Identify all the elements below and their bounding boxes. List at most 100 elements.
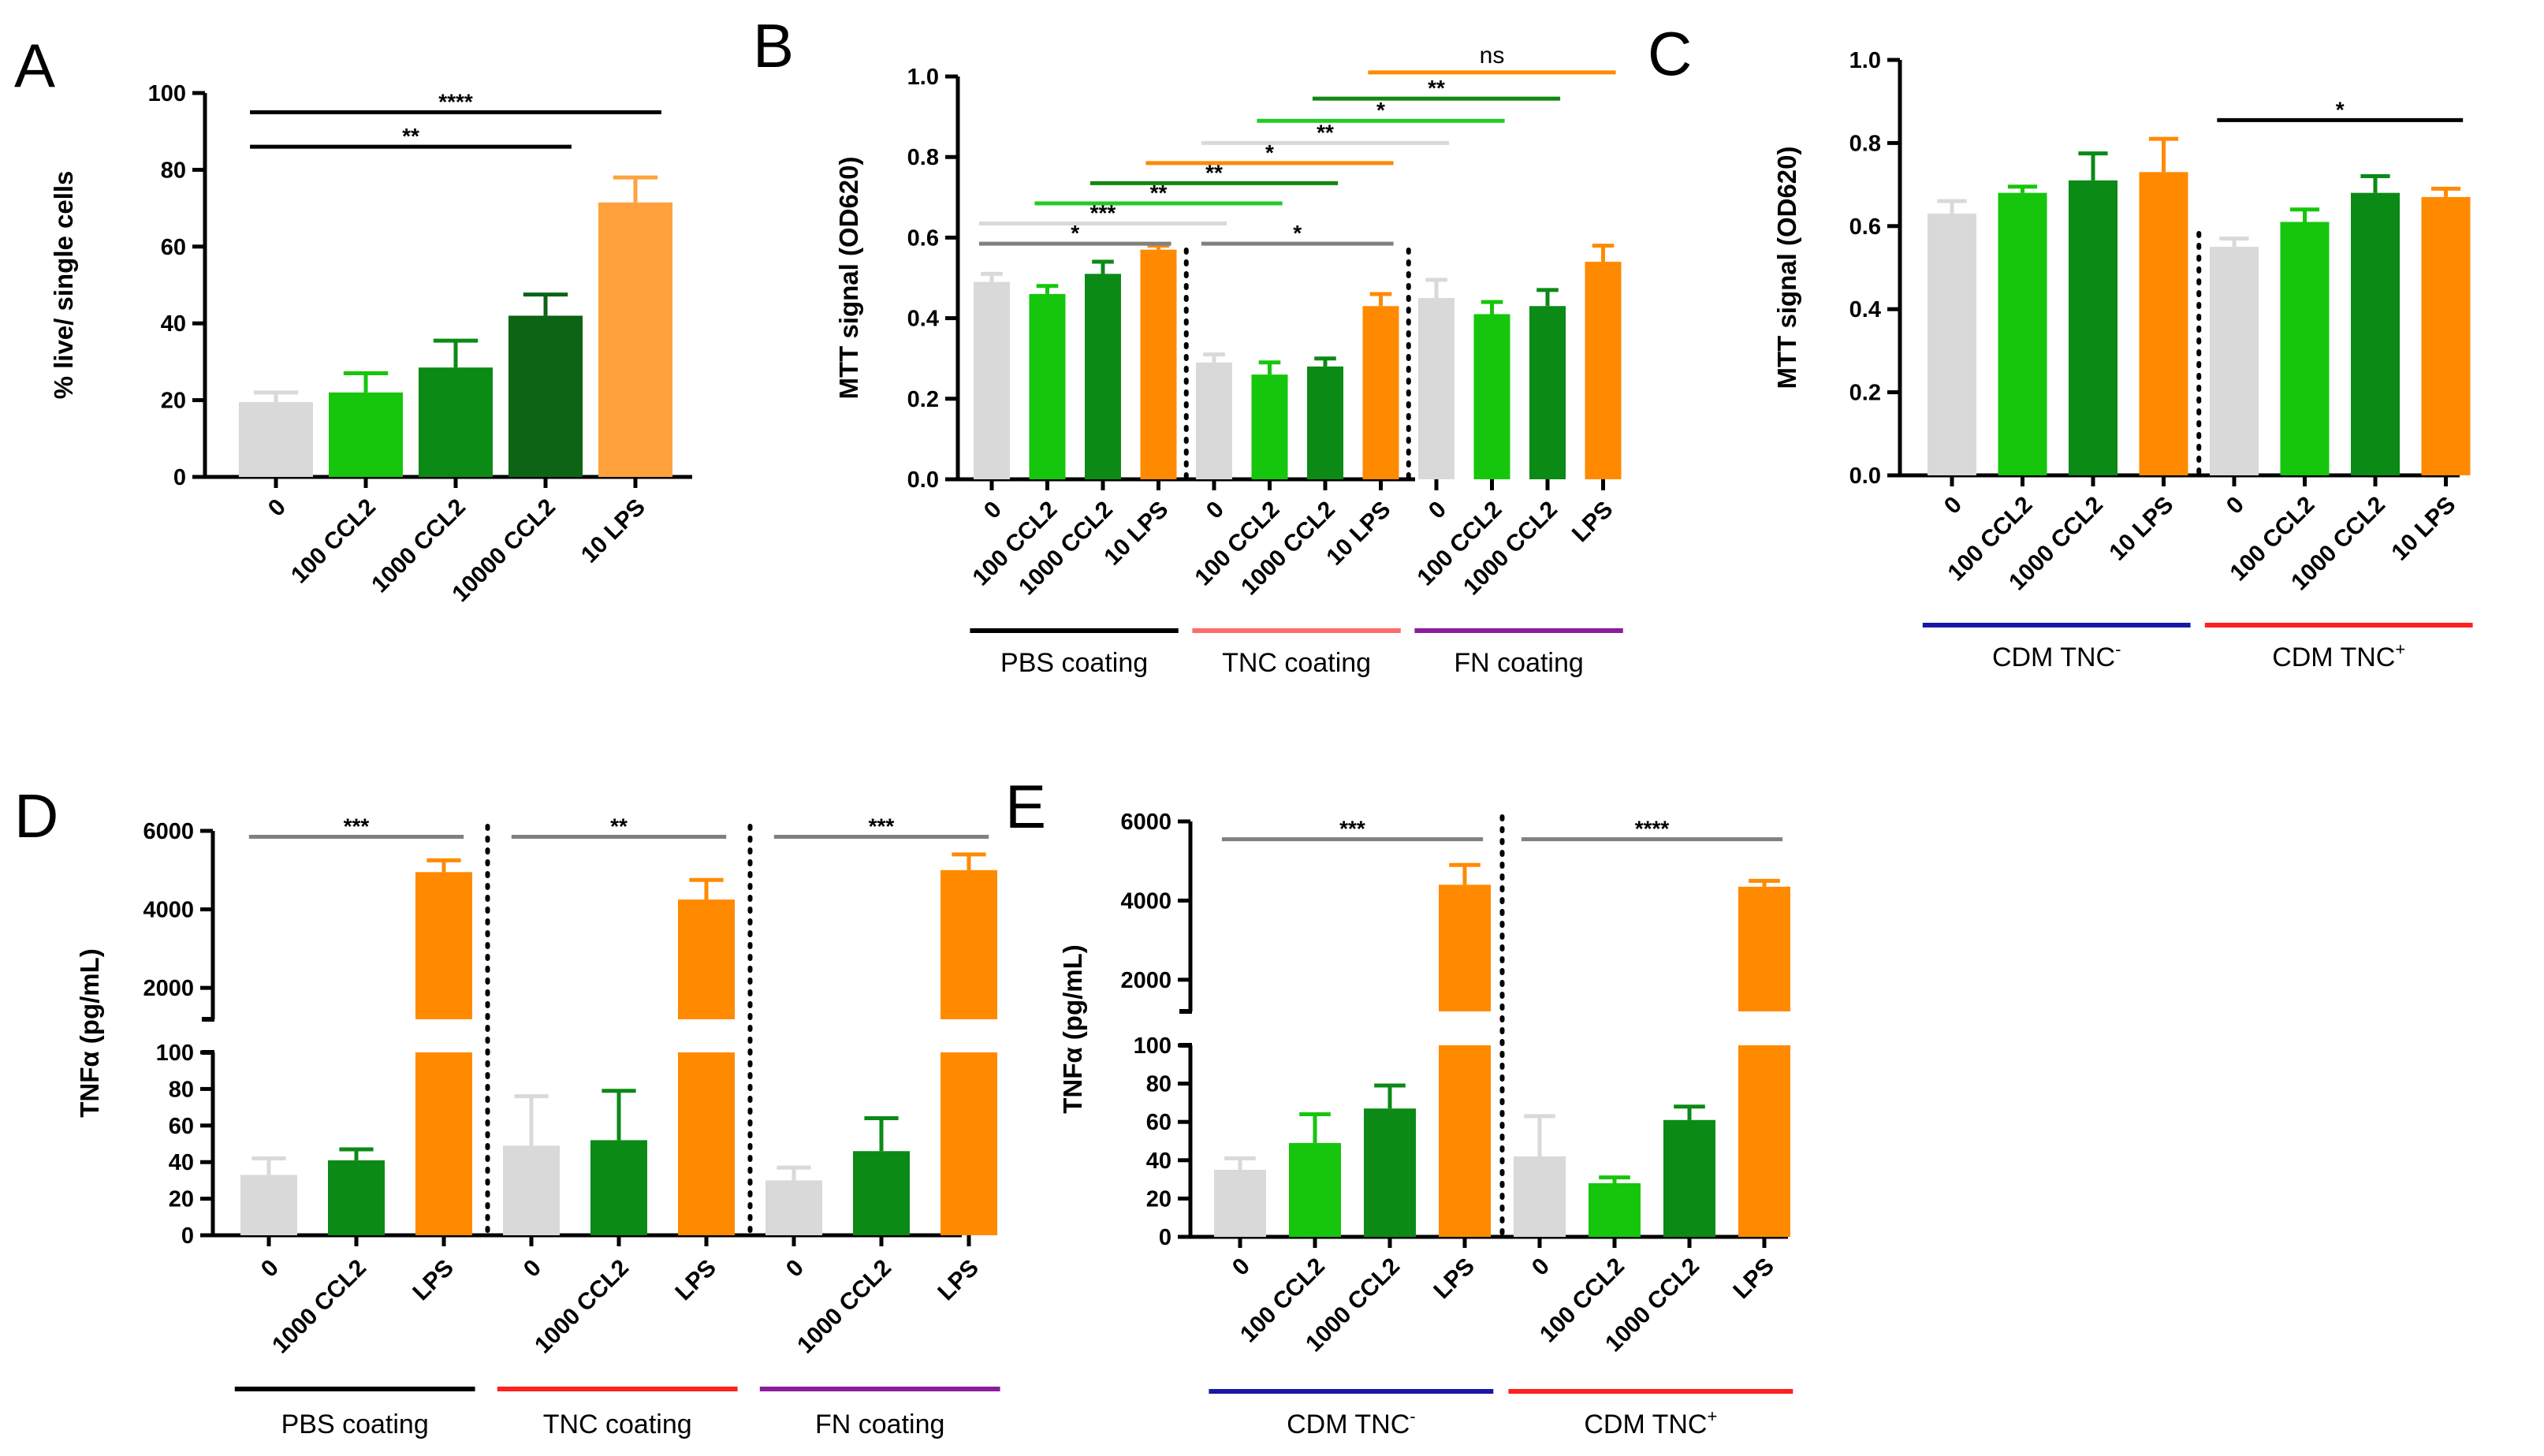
y-tick-label: 100 (148, 81, 186, 106)
y-tick-label: 0.4 (907, 307, 939, 332)
significance-label: ** (1317, 120, 1334, 144)
bar (1085, 274, 1121, 479)
significance-label: * (1265, 140, 1274, 165)
y-tick-label: 40 (169, 1150, 194, 1175)
group-label: TNC coating (1222, 648, 1371, 678)
y-tick-label: 2000 (1120, 968, 1171, 993)
bar (1140, 249, 1177, 479)
y-tick-label: 6000 (1120, 810, 1171, 835)
category-label: 1000 CCL2 (530, 1255, 634, 1359)
significance-label: ** (1205, 160, 1223, 184)
category-label: 10 LPS (2104, 492, 2178, 566)
bar (240, 1175, 297, 1235)
group-label: FN coating (815, 1409, 944, 1439)
bar (1585, 262, 1622, 479)
category-label: LPS (408, 1255, 459, 1306)
bar (1214, 1169, 1266, 1237)
significance-label: *** (869, 814, 895, 838)
bar (2421, 196, 2471, 475)
significance-label: ** (402, 124, 419, 148)
y-tick-label: 60 (169, 1114, 194, 1139)
bar-upper-segment (678, 899, 735, 1019)
bar (2210, 247, 2259, 475)
bar (1663, 1119, 1715, 1237)
group-label: CDM TNC+ (2272, 639, 2405, 672)
bar-upper-segment (1439, 884, 1491, 1011)
bar (1589, 1182, 1641, 1237)
bar (974, 281, 1010, 479)
category-label: 0 (1939, 492, 1967, 519)
panel-label: D (14, 781, 58, 851)
bar (1196, 362, 1232, 479)
y-tick-label: 6000 (143, 819, 194, 844)
significance-label: ** (610, 814, 628, 838)
significance-label: ns (1480, 43, 1505, 69)
bar (1928, 213, 1976, 475)
y-tick-label: 0 (173, 465, 186, 490)
bar (1362, 306, 1399, 479)
y-tick-label: 20 (1146, 1186, 1171, 1212)
bar (590, 1140, 647, 1235)
group-label: PBS coating (1000, 648, 1148, 678)
bar (508, 315, 583, 477)
bar (503, 1145, 560, 1235)
y-tick-label: 4000 (143, 898, 194, 923)
category-label: 0 (781, 1255, 809, 1283)
y-tick-label: 60 (161, 235, 186, 260)
bar (678, 1052, 735, 1235)
category-label: 10 LPS (2386, 492, 2460, 566)
significance-label: * (1071, 221, 1079, 245)
panel-c: C 0.0 0.2 0.4 0.6 0.8 1.0 MTT signal (OD620) 0 10… (1648, 19, 2473, 672)
bar (940, 1052, 997, 1235)
bar (1029, 293, 1066, 479)
group-label: FN coating (1454, 648, 1583, 678)
category-label: LPS (670, 1255, 721, 1306)
y-tick-label: 80 (161, 158, 186, 183)
bar (415, 1052, 472, 1235)
y-tick-label: 0.8 (1849, 131, 1881, 156)
y-tick-label: 20 (161, 389, 186, 414)
group-label: TNC coating (543, 1409, 692, 1439)
y-tick-label: 0.2 (907, 387, 939, 412)
category-label: LPS (1728, 1253, 1779, 1305)
category-label: 0 (2222, 492, 2249, 519)
significance-label: ** (1428, 76, 1445, 100)
bar (419, 367, 493, 477)
category-label: 0 (1424, 497, 1451, 524)
bar (329, 392, 403, 477)
bar (1289, 1142, 1341, 1237)
category-label: 0 (263, 494, 291, 522)
group-label: CDM TNC+ (1584, 1406, 1717, 1439)
bar (1514, 1156, 1566, 1237)
y-axis-label: TNFα (pg/mL) (1058, 944, 1087, 1114)
significance-label: *** (1339, 817, 1365, 841)
y-axis-label: TNFα (pg/mL) (75, 948, 104, 1118)
significance-label: **** (438, 89, 473, 114)
bar (2069, 180, 2118, 475)
category-label: LPS (1428, 1253, 1480, 1305)
bar (853, 1151, 910, 1235)
bar (1364, 1108, 1416, 1237)
bar (2280, 222, 2330, 475)
y-tick-label: 0 (1159, 1225, 1171, 1250)
y-tick-label: 40 (1146, 1149, 1171, 1174)
bar (2351, 192, 2400, 475)
y-axis-label: % live/ single cells (49, 171, 78, 400)
significance-label: * (1293, 221, 1302, 245)
group-label: CDM TNC- (1287, 1406, 1415, 1439)
y-tick-label: 0 (181, 1223, 194, 1249)
bar (765, 1180, 822, 1235)
category-label: 10 LPS (576, 494, 650, 568)
y-tick-label: 0.6 (1849, 214, 1881, 240)
category-label: 0 (1227, 1253, 1255, 1281)
significance-label: **** (1635, 817, 1670, 841)
category-label: 0 (1527, 1253, 1555, 1281)
y-tick-label: 1.0 (907, 65, 939, 90)
y-tick-label: 100 (1134, 1033, 1171, 1059)
bar (1418, 298, 1455, 479)
significance-label: * (1376, 98, 1385, 122)
